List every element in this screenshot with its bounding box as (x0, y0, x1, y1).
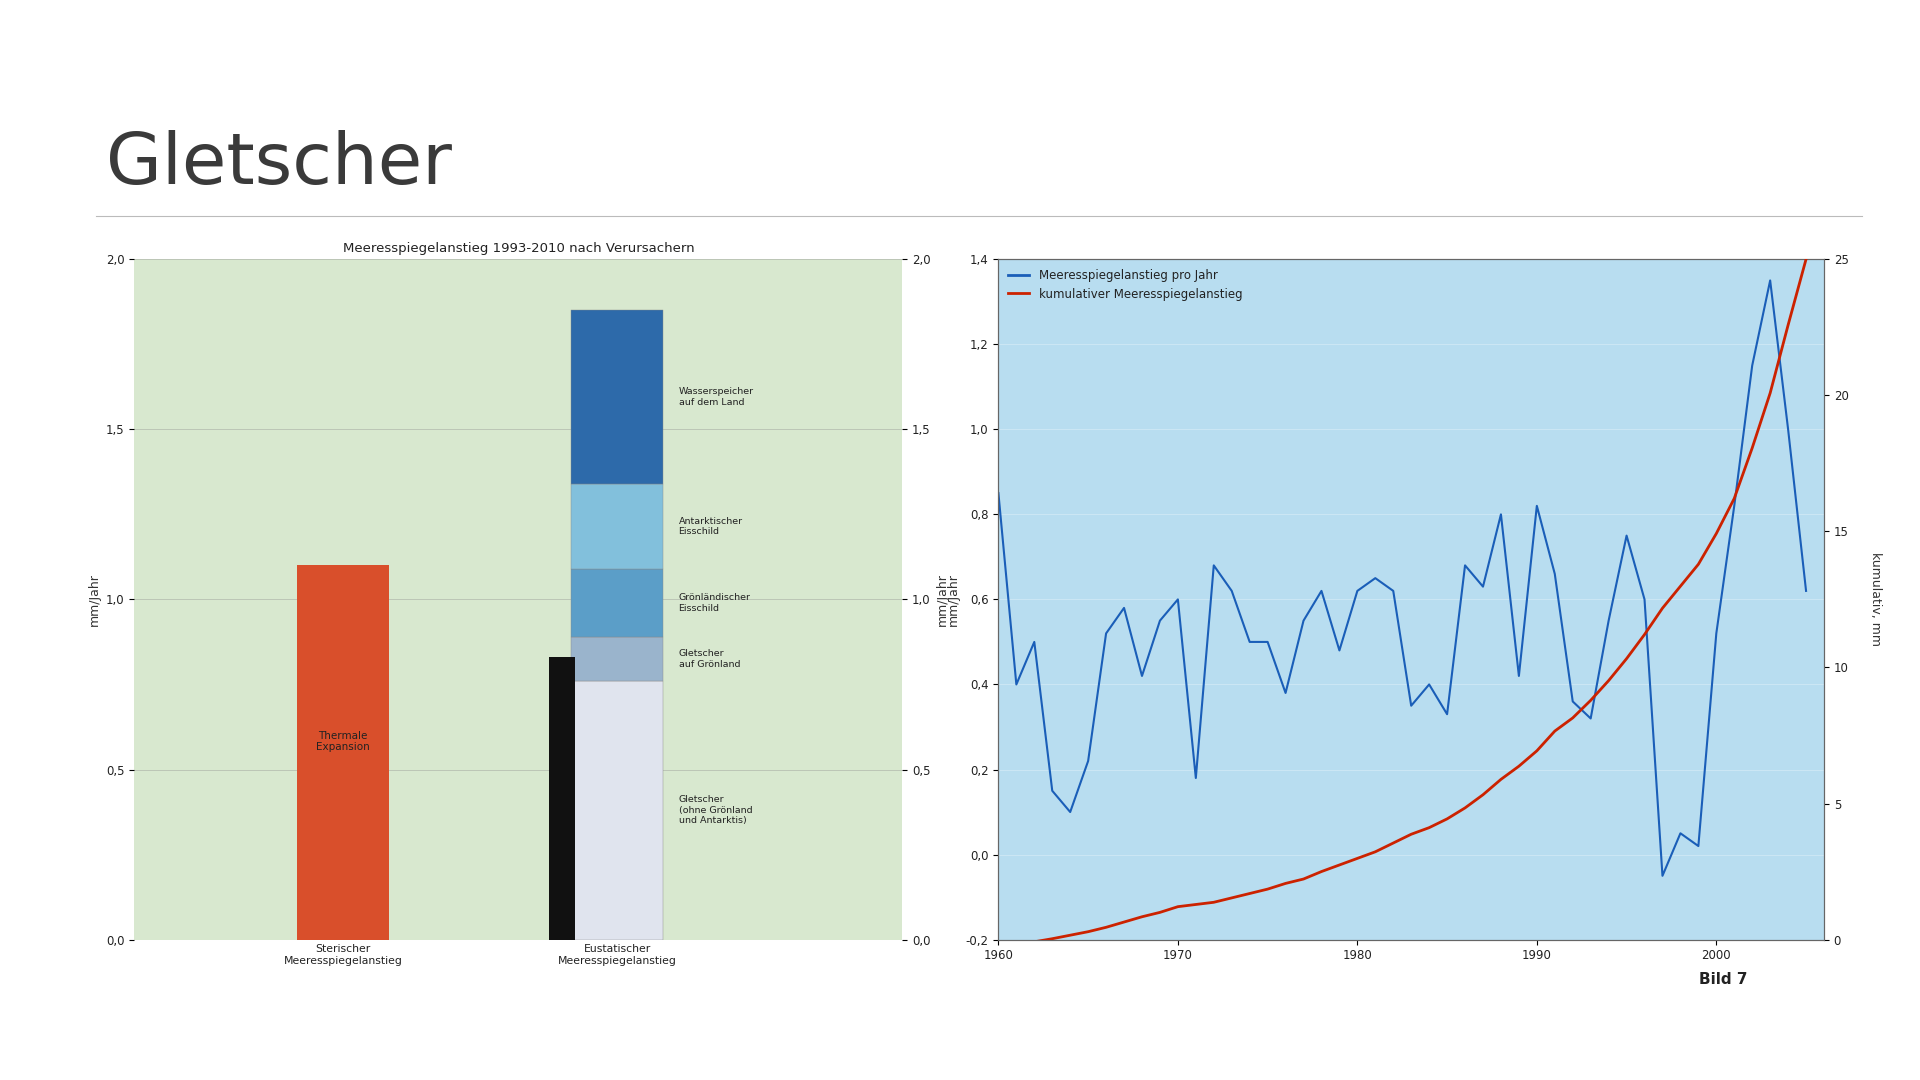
Bar (549, 658, 574, 940)
Text: Antarktischer
Eisschild: Antarktischer Eisschild (678, 516, 743, 536)
Y-axis label: mm/Jahr: mm/Jahr (88, 573, 100, 625)
Text: Grönländischer
Eisschild: Grönländischer Eisschild (678, 593, 751, 612)
Text: Gletscher
(ohne Grönland
und Antarktis): Gletscher (ohne Grönland und Antarktis) (678, 796, 753, 825)
Y-axis label: kumulativ, mm: kumulativ, mm (1870, 552, 1882, 647)
Text: Thermale
Expansion: Thermale Expansion (317, 731, 371, 753)
Bar (570, 681, 662, 940)
Bar (570, 637, 662, 681)
Text: Gletscher: Gletscher (106, 130, 451, 199)
Text: Wasserspeicher
auf dem Land: Wasserspeicher auf dem Land (678, 388, 755, 407)
Bar (570, 310, 662, 484)
Text: Gletscher
auf Grönland: Gletscher auf Grönland (678, 649, 739, 669)
Title: Meeresspiegelanstieg 1993-2010 nach Verursachern: Meeresspiegelanstieg 1993-2010 nach Veru… (342, 242, 695, 255)
Text: Bild 7: Bild 7 (1699, 972, 1747, 987)
Y-axis label: mm/Jahr: mm/Jahr (937, 573, 948, 625)
Bar (570, 569, 662, 637)
Bar (570, 484, 662, 569)
Y-axis label: mm/Jahr: mm/Jahr (947, 573, 960, 625)
Bar (298, 566, 390, 940)
Legend: Meeresspiegelanstieg pro Jahr, kumulativer Meeresspiegelanstieg: Meeresspiegelanstieg pro Jahr, kumulativ… (1004, 265, 1246, 305)
